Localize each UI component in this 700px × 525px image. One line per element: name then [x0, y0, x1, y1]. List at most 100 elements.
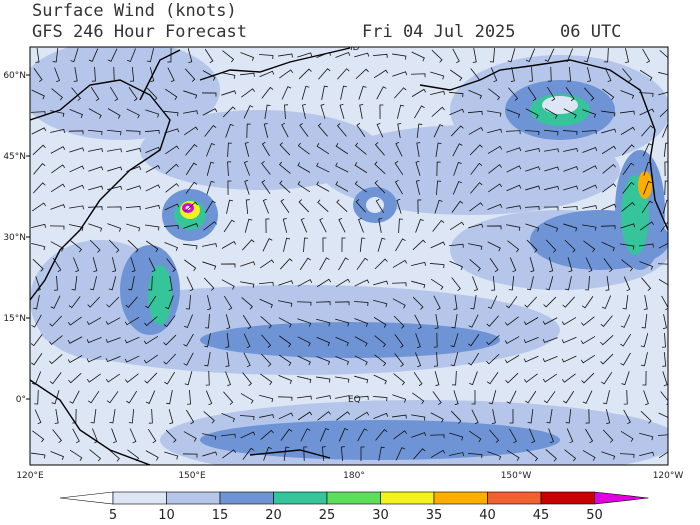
wind-barb [622, 68, 633, 82]
wind-barb [662, 351, 667, 367]
wind-barb [640, 352, 648, 367]
wind-barb [600, 334, 614, 346]
wind-barb [640, 410, 652, 424]
wind-barb [662, 314, 667, 329]
wind-barb [129, 428, 137, 444]
wind-barb [107, 148, 122, 153]
wind-barb [429, 434, 445, 439]
wind-barb [468, 352, 480, 366]
wind-barb [601, 145, 617, 155]
wind-barb [394, 353, 404, 367]
wind-barb [622, 181, 635, 194]
wind-barb [525, 223, 540, 232]
wind-barb [110, 66, 115, 82]
wind-barb [145, 390, 156, 404]
lat-label: 15°N [3, 314, 26, 324]
wind-barb [563, 147, 578, 152]
wind-barb [412, 239, 426, 251]
wind-barb [221, 433, 236, 438]
wind-barb [581, 295, 594, 309]
wind-barb [69, 449, 83, 461]
wind-barb [202, 261, 217, 270]
wind-barb [244, 141, 250, 157]
title: Surface Wind (knots) [32, 1, 237, 21]
colorbar-segment [112, 491, 167, 505]
wind-barb [32, 258, 44, 272]
wind-barb [109, 86, 119, 102]
wind-barb [580, 354, 596, 364]
lon-label: 150°E [178, 471, 206, 481]
wind-barb [221, 72, 236, 79]
wind-barb [544, 48, 555, 62]
wind-barb [182, 453, 198, 458]
wind-barb [163, 225, 179, 229]
wind-barb [434, 371, 440, 387]
wind-barb [395, 447, 406, 461]
wind-barb [359, 104, 364, 119]
wind-barb [336, 199, 348, 213]
wind-barb [335, 336, 349, 347]
wind-barb [452, 48, 460, 64]
subtitle: GFS 246 Hour Forecast [32, 22, 247, 42]
wind-barb [582, 390, 593, 404]
wind-barb [523, 317, 539, 326]
wind-barb [316, 376, 331, 383]
colorbar-low [59, 491, 114, 505]
wind-barb [415, 179, 421, 195]
wind-barb [88, 166, 104, 172]
lat-label: 0° [16, 395, 26, 405]
wind-barb [145, 109, 160, 118]
wind-barb [431, 49, 443, 63]
wind-barb [544, 185, 560, 191]
wind-barb [204, 124, 217, 137]
wind-barb [204, 333, 211, 348]
wind-barb [567, 66, 572, 82]
wind-barb [373, 374, 387, 385]
wind-barb [504, 355, 520, 364]
wind-barb [107, 108, 121, 119]
wind-barb [523, 355, 539, 363]
wind-barb [130, 66, 135, 82]
wind-barb [51, 390, 60, 405]
wind-barb [34, 409, 42, 425]
wind-barb [432, 391, 442, 406]
wind-barb [433, 295, 441, 311]
wind-barb [509, 257, 517, 273]
wind-barb [167, 67, 175, 83]
wind-barb [260, 316, 272, 329]
wind-barb [471, 389, 476, 405]
wind-barb [67, 316, 82, 326]
wind-barb [109, 409, 116, 424]
wind-barb [87, 206, 103, 211]
wind-barb [528, 66, 533, 82]
wind-barb [452, 181, 463, 195]
wind-barb [338, 217, 346, 233]
wind-barb [506, 165, 522, 173]
wind-barb [242, 239, 255, 251]
wind-barb [394, 179, 403, 195]
wind-barb [359, 237, 366, 253]
wind-barb [297, 355, 311, 366]
wind-barb [220, 263, 236, 268]
wind-barb [278, 53, 293, 58]
wind-barb [490, 67, 498, 83]
wind-barb [144, 372, 158, 384]
wind-barb [127, 239, 139, 253]
wind-barb [319, 257, 330, 271]
wind-barb [468, 314, 479, 328]
colorbar-label: 30 [372, 508, 389, 523]
wind-barb [166, 390, 173, 405]
wind-barb [374, 161, 386, 175]
wind-barb [244, 218, 253, 233]
wind-barb [242, 372, 252, 386]
wind-barb [526, 239, 538, 253]
wind-barb [145, 165, 161, 173]
wind-barb [316, 51, 332, 58]
wind-barb [505, 372, 519, 384]
wind-barb [335, 356, 350, 365]
wind-barb [360, 446, 365, 462]
wind-barb [32, 182, 46, 194]
wind-barb [163, 110, 179, 117]
lat-label: 45°N [3, 152, 26, 162]
wind-barb [52, 257, 62, 273]
